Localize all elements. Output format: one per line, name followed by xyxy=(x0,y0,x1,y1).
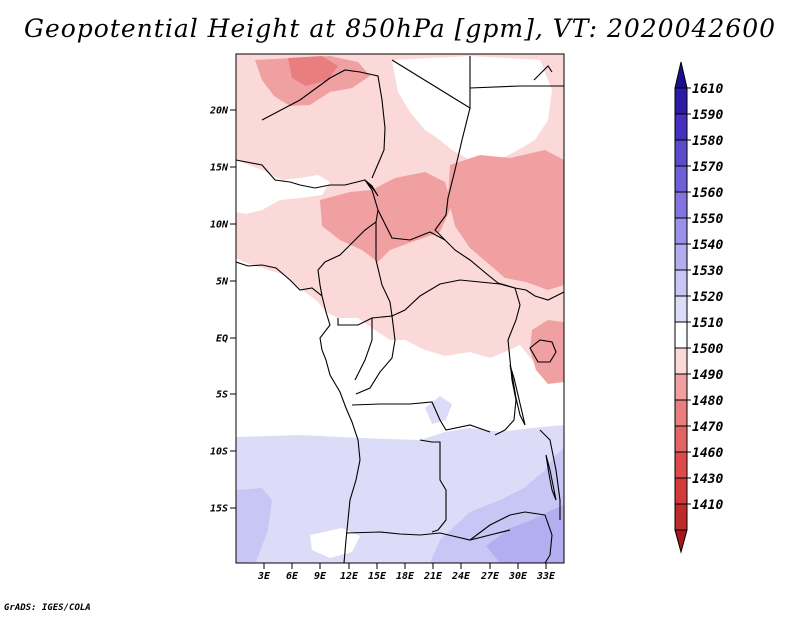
lake-malawi xyxy=(545,454,557,501)
field-1510-northeast xyxy=(392,56,552,162)
border-car-drc xyxy=(391,279,516,317)
colorbar-box xyxy=(674,243,688,271)
field-1510-sahel-gap xyxy=(236,160,330,214)
colorbar-bottom-arrow xyxy=(674,529,688,554)
colorbar-box xyxy=(674,217,688,245)
x-tick-label: 30E xyxy=(508,571,528,582)
border-angola-drc xyxy=(351,401,491,433)
border-nigeria-cameroon xyxy=(317,189,379,297)
y-tick-label: EQ xyxy=(216,334,228,345)
colorbar-box xyxy=(674,295,688,323)
colorbar-label: 1500 xyxy=(692,342,723,357)
colorbar-label: 1510 xyxy=(692,316,723,331)
field-1490-southeast xyxy=(530,320,564,384)
colorbar-box xyxy=(674,347,688,375)
colorbar: 1610 1590 1580 1570 1560 1550 1540 1530 1520 1510… xyxy=(674,61,723,554)
y-tick-label: 15S xyxy=(210,504,228,515)
x-tick-label: 21E xyxy=(423,571,443,582)
border-west-sahel xyxy=(236,159,373,191)
colorbar-label: 1540 xyxy=(692,238,723,253)
colorbar-box xyxy=(674,503,688,531)
field-1490-east xyxy=(448,150,564,290)
x-tick-label: 12E xyxy=(340,571,359,582)
x-tick-label: 27E xyxy=(480,571,500,582)
colorbar-box xyxy=(674,269,688,297)
field-1520-patch-north xyxy=(425,396,452,424)
x-axis: 3E 6E 9E 12E 15E 18E 21E 24E 27E 30E 33E xyxy=(257,563,556,582)
border-tanzania-mozambique xyxy=(539,429,561,520)
x-tick-label: 24E xyxy=(451,571,471,582)
colorbar-box xyxy=(674,139,688,167)
map-title: Geopotential Height at 850hPa [gpm], VT:… xyxy=(23,14,777,43)
colorbar-label: 1490 xyxy=(692,368,723,383)
colorbar-label: 1580 xyxy=(692,134,723,149)
height-field xyxy=(236,54,564,563)
border-libya-chad xyxy=(391,56,471,109)
colorbar-box xyxy=(674,191,688,219)
y-tick-label: 5N xyxy=(216,277,229,288)
border-egypt-sudan xyxy=(469,85,564,89)
field-1540-southeast xyxy=(486,505,564,563)
colorbar-label: 1590 xyxy=(692,108,723,123)
colorbar-box xyxy=(674,373,688,401)
field-1510-southwest-gap xyxy=(310,528,360,558)
grads-credit: GrADS: IGES/COLA xyxy=(4,603,91,613)
colorbar-top-arrow xyxy=(674,61,688,89)
x-tick-label: 15E xyxy=(368,571,387,582)
boundaries xyxy=(236,56,564,563)
border-angola-zambia xyxy=(419,439,447,533)
y-tick-label: 10N xyxy=(210,220,229,231)
colorbar-label: 1480 xyxy=(692,394,723,409)
border-algeria-niger xyxy=(261,69,386,179)
x-tick-label: 3E xyxy=(257,571,271,582)
colorbar-box xyxy=(674,113,688,141)
colorbar-label: 1530 xyxy=(692,264,723,279)
colorbar-label: 1470 xyxy=(692,420,723,435)
colorbar-label: 1610 xyxy=(692,82,723,97)
x-tick-label: 9E xyxy=(314,571,327,582)
colorbar-label: 1460 xyxy=(692,446,723,461)
x-tick-label: 6E xyxy=(286,571,299,582)
border-zimbabwe-mozambique xyxy=(544,514,553,563)
colorbar-label: 1560 xyxy=(692,186,723,201)
lake-tanganyika xyxy=(509,364,526,426)
colorbar-box xyxy=(674,87,688,115)
field-1530-southwest xyxy=(236,488,272,563)
colorbar-box xyxy=(674,399,688,427)
y-tick-label: 10S xyxy=(210,447,228,458)
y-axis: 20N 15N 10N 5N EQ 5S 10S 15S xyxy=(209,106,236,515)
colorbar-box xyxy=(674,165,688,193)
colorbar-box xyxy=(674,321,688,349)
border-gabon-congo xyxy=(337,317,373,381)
coastline-gulf-of-guinea xyxy=(236,261,361,563)
y-tick-label: 15N xyxy=(210,163,229,174)
border-congo-drc xyxy=(355,315,396,395)
border-zambia-zimbabwe xyxy=(469,511,546,541)
map-frame xyxy=(235,53,565,564)
field-1480-north xyxy=(288,56,338,86)
colorbar-label: 1570 xyxy=(692,160,723,175)
colorbar-box xyxy=(674,425,688,453)
border-cameroon-car xyxy=(371,222,393,319)
y-tick-label: 20N xyxy=(209,106,229,117)
border-chad-car xyxy=(377,209,446,241)
colorbar-label: 1550 xyxy=(692,212,723,227)
colorbar-label: 1520 xyxy=(692,290,723,305)
x-tick-label: 33E xyxy=(536,571,556,582)
red-sea-coast xyxy=(533,65,553,81)
y-tick-label: 5S xyxy=(216,390,228,401)
field-1490-center xyxy=(320,172,452,262)
colorbar-label: 1430 xyxy=(692,472,723,487)
colorbar-label: 1410 xyxy=(692,498,723,513)
lake-chad xyxy=(364,179,379,197)
x-tick-label: 18E xyxy=(396,571,415,582)
border-east-africa xyxy=(525,289,564,301)
colorbar-box xyxy=(674,451,688,479)
lake-victoria xyxy=(529,339,557,363)
colorbar-box xyxy=(674,477,688,505)
border-angola-namibia xyxy=(345,529,511,541)
